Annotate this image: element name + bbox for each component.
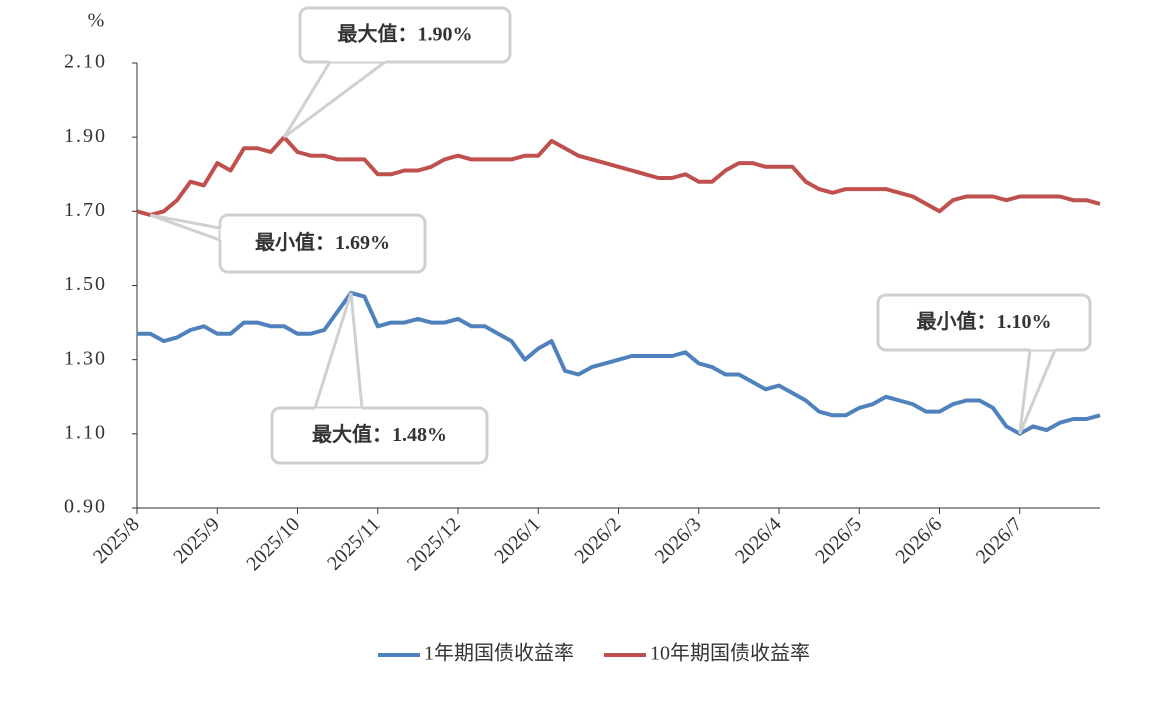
callout-pointer xyxy=(282,60,390,139)
x-tick-label: 2026/2 xyxy=(570,513,625,568)
x-tick-label: 2025/11 xyxy=(323,513,384,574)
x-tick-label: 2025/10 xyxy=(242,513,304,575)
y-tick-label: 1.50 xyxy=(64,273,107,295)
x-tick-label: 2026/5 xyxy=(811,513,866,568)
callout-text: 最大值：1.48% xyxy=(312,422,447,446)
data-line xyxy=(137,290,1101,436)
callout-pointer xyxy=(149,213,222,243)
callout-box xyxy=(218,213,427,274)
x-tick-label: 2026/3 xyxy=(651,513,706,568)
callout-text: 最小值：1.10% xyxy=(917,309,1052,333)
data-line xyxy=(136,135,1101,217)
x-tick-label: 2026/1 xyxy=(490,513,545,568)
callout-text: 最小值：1.69% xyxy=(255,230,390,254)
legend-label: 1年期国债收益率 xyxy=(424,642,574,665)
y-tick-label: 1.30 xyxy=(64,347,107,369)
x-tick-label: 2026/4 xyxy=(731,513,786,568)
y-tick-label: 0.90 xyxy=(64,496,107,518)
callout-box xyxy=(876,293,1092,352)
x-tick-label: 2025/12 xyxy=(403,513,465,575)
x-tick-label: 2025/9 xyxy=(169,513,224,568)
y-tick-label: 1.10 xyxy=(64,421,107,443)
legend-label: 10年期国债收益率 xyxy=(650,642,810,665)
callout-box xyxy=(270,406,489,465)
y-unit: % xyxy=(88,10,105,32)
callout-box xyxy=(298,6,512,64)
y-tick-label: 1.90 xyxy=(64,125,107,147)
y-tick-label: 1.70 xyxy=(64,199,107,221)
callout-pointer xyxy=(1018,348,1058,435)
y-tick-label: 2.10 xyxy=(64,51,107,73)
callout-text: 最大值：1.90% xyxy=(338,22,473,46)
x-tick-label: 2025/8 xyxy=(89,513,144,568)
x-tick-label: 2026/7 xyxy=(972,513,1027,568)
x-tick-label: 2026/6 xyxy=(891,513,946,568)
